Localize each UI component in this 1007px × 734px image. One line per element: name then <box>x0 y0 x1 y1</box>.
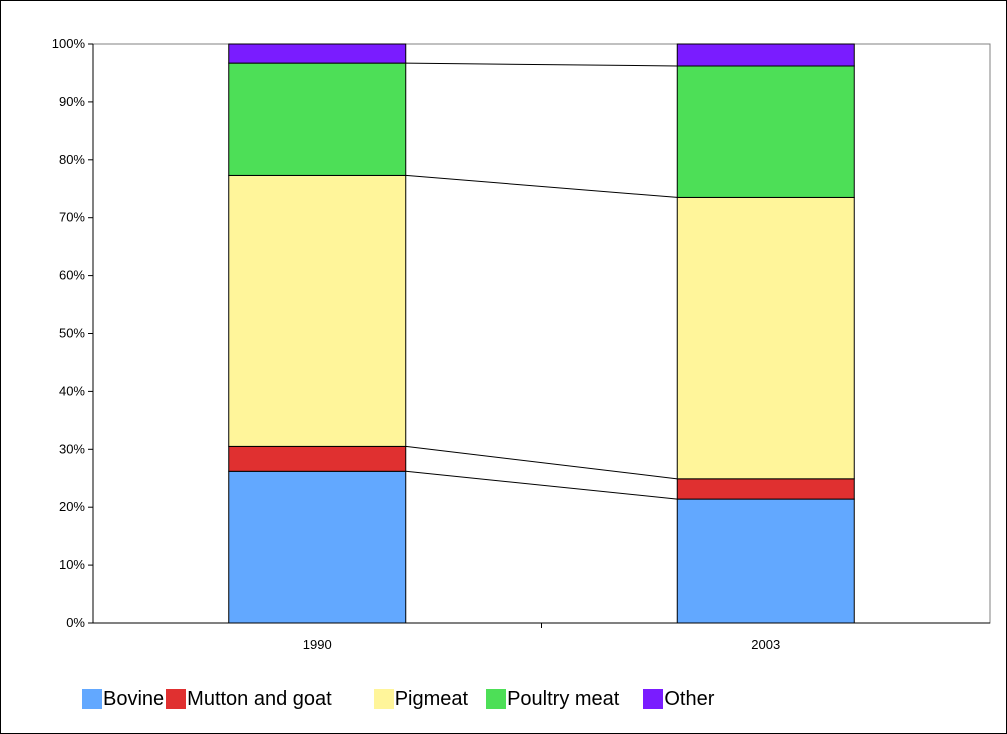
bar-segment-pigmeat <box>228 174 407 447</box>
legend-item: Poultry meat <box>486 688 619 711</box>
bar-segment-mutton-and-goat <box>676 478 855 500</box>
legend-swatch <box>82 689 102 709</box>
bar-segment-other <box>228 43 407 64</box>
bar-segment-pigmeat <box>676 196 855 480</box>
legend-swatch <box>486 689 507 709</box>
legend-swatch <box>166 689 187 709</box>
bar-segment-other <box>676 43 855 67</box>
y-tick-label: 10% <box>59 557 85 572</box>
legend-item: Bovine <box>82 688 164 711</box>
legend-label: Bovine <box>103 687 165 710</box>
y-tick-label: 0% <box>66 615 85 630</box>
bar-segment-poultry-meat <box>228 62 407 176</box>
y-tick-label: 20% <box>59 499 85 514</box>
y-tick-label: 60% <box>59 268 85 283</box>
legend-item: Pigmeat <box>373 687 469 711</box>
series-connector-line <box>405 174 678 198</box>
legend-label: Poultry meat <box>507 687 620 710</box>
y-tick-label: 50% <box>59 326 85 341</box>
series-connector-line <box>405 445 678 480</box>
y-tick-label: 100% <box>52 36 86 51</box>
x-tick-label: 1990 <box>303 637 332 652</box>
y-tick-label: 70% <box>59 210 85 225</box>
legend-label: Mutton and goat <box>187 687 332 710</box>
legend-item: Mutton and goat <box>166 688 332 711</box>
bar-segment-mutton-and-goat <box>228 445 407 472</box>
y-tick-label: 80% <box>59 152 85 167</box>
plot-area <box>92 43 991 624</box>
series-connector-line <box>405 470 678 500</box>
y-tick-label: 30% <box>59 441 85 456</box>
series-connector-line <box>405 62 678 67</box>
x-tick-label: 2003 <box>751 637 780 652</box>
legend-swatch <box>643 689 664 709</box>
legend-swatch <box>373 689 394 709</box>
chart-legend: Bovine Mutton and goat Pigmeat Poultry meat… <box>82 686 714 712</box>
bar-segment-bovine <box>228 470 407 624</box>
legend-label: Pigmeat <box>394 687 469 710</box>
legend-label: Other <box>664 687 715 710</box>
bar-segment-poultry-meat <box>676 65 855 198</box>
y-tick-label: 40% <box>59 383 85 398</box>
legend-item: Other <box>643 688 714 711</box>
bar-segment-bovine <box>676 498 855 624</box>
y-tick-label: 90% <box>59 94 85 109</box>
